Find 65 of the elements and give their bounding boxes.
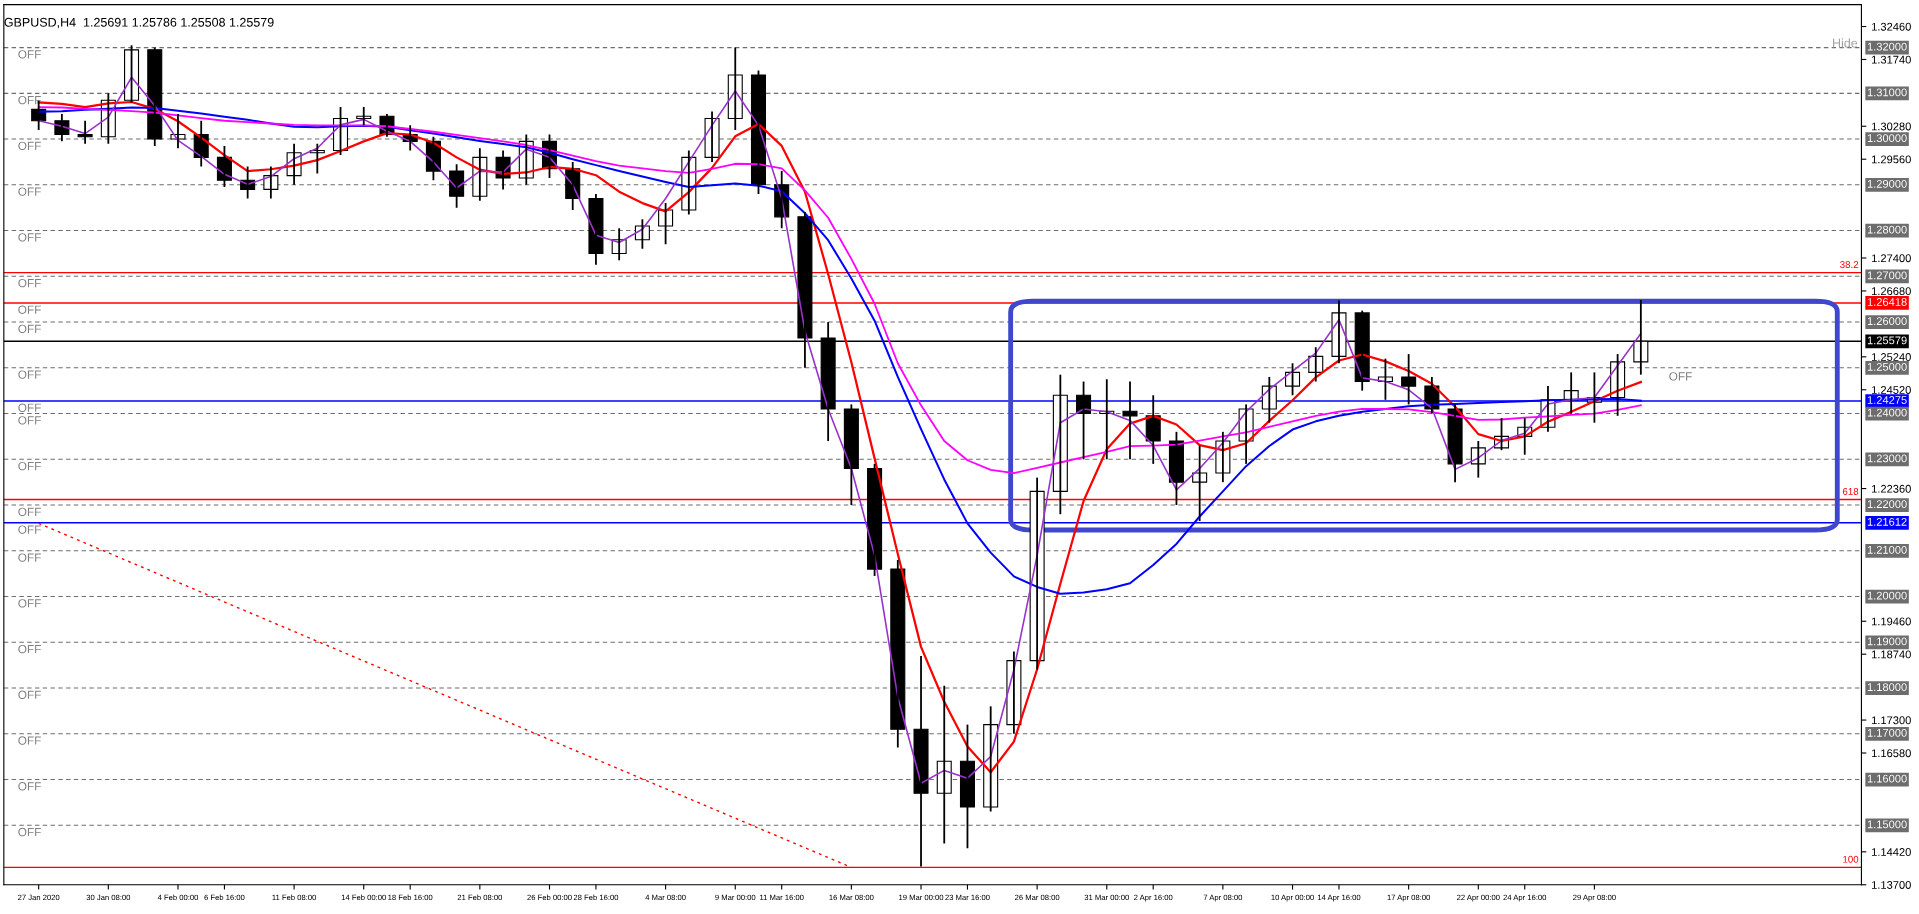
ref-line-label: 1.20000 — [1867, 591, 1907, 600]
annotation: Hide — [1833, 38, 1858, 48]
ref-line-label: 1.18000 — [1867, 683, 1907, 692]
ref-line-label: 1.17000 — [1867, 728, 1907, 737]
y-tick-label: 1.26680 — [1872, 287, 1911, 296]
ref-line-label: 1.25000 — [1867, 362, 1907, 371]
ref-line-label: 1.15000 — [1867, 820, 1907, 829]
ref-line-label: 1.24000 — [1867, 408, 1907, 417]
annotation: OFF — [18, 141, 41, 151]
annotation: OFF — [18, 278, 41, 288]
ref-line-label: 1.25579 — [1867, 336, 1907, 345]
annotation: OFF — [18, 50, 41, 59]
y-tick-label: 1.32460 — [1872, 22, 1911, 31]
y-tick-label: 1.31740 — [1872, 55, 1911, 64]
annotation: OFF — [18, 305, 41, 314]
annotation: OFF — [18, 324, 41, 333]
annotation: OFF — [18, 525, 41, 534]
ref-line-label: 1.30000 — [1867, 134, 1907, 143]
annotation: OFF — [18, 370, 41, 379]
text: GBPUSD,H4 1.25691 1.25786 1.25508 1.25579 — [4, 17, 274, 29]
annotation: OFF — [18, 644, 41, 654]
ref-line-label: 1.24275 — [1867, 396, 1907, 404]
ref-line-label: 1.19000 — [1867, 637, 1907, 646]
ref-line-label: 1.27000 — [1867, 271, 1907, 280]
ref-line-label: 1.29000 — [1867, 179, 1907, 188]
annotation: OFF — [18, 95, 41, 105]
ref-line-label: 1.23000 — [1867, 454, 1907, 463]
ref-line-label: 1.28000 — [1867, 225, 1907, 234]
ref-line-label: 1.26000 — [1867, 317, 1907, 326]
annotation: OFF — [18, 599, 41, 608]
annotation: 100 — [1843, 855, 1859, 863]
ref-line-label: 1.21612 — [1867, 517, 1907, 526]
y-tick-label: 1.14420 — [1872, 848, 1911, 856]
y-tick-label: 1.13700 — [1872, 881, 1911, 889]
annotation: OFF — [18, 827, 41, 837]
ref-line-label: 1.32000 — [1867, 42, 1907, 51]
y-tick-label: 1.25240 — [1872, 353, 1911, 361]
annotation: OFF — [18, 416, 41, 425]
annotation: OFF — [18, 507, 41, 516]
annotation: 38.2 — [1840, 261, 1859, 268]
annotation: OFF — [18, 553, 41, 562]
annotation: OFF — [18, 233, 41, 242]
y-tick-label: 1.17300 — [1872, 716, 1911, 725]
ref-line-label: 1.16000 — [1867, 774, 1907, 783]
y-tick-label: 1.27400 — [1872, 254, 1911, 263]
y-tick-label: 1.19460 — [1872, 617, 1911, 626]
ref-line-label: 1.31000 — [1867, 88, 1907, 97]
ref-line-label: 1.26418 — [1867, 298, 1907, 306]
y-tick-label: 1.18740 — [1872, 650, 1911, 659]
y-tick-label: 1.24520 — [1872, 386, 1911, 394]
ref-line-label: 1.21000 — [1867, 545, 1907, 554]
annotation: OFF — [18, 187, 41, 196]
annotation: OFF — [18, 403, 41, 412]
y-tick-label: 1.30280 — [1872, 122, 1911, 131]
annotation: OFF — [1669, 372, 1692, 381]
ref-line-label: 1.22000 — [1867, 500, 1907, 509]
annotation: 618 — [1842, 488, 1859, 495]
candlestick — [1401, 353, 1417, 406]
y-tick-label: 1.22360 — [1872, 484, 1911, 493]
y-tick-label: 1.29560 — [1872, 155, 1911, 164]
y-tick-label: 1.16580 — [1872, 749, 1911, 758]
annotation: OFF — [18, 736, 41, 745]
annotation: OFF — [18, 782, 41, 791]
annotation: OFF — [18, 461, 41, 471]
annotation: OFF — [18, 690, 41, 699]
